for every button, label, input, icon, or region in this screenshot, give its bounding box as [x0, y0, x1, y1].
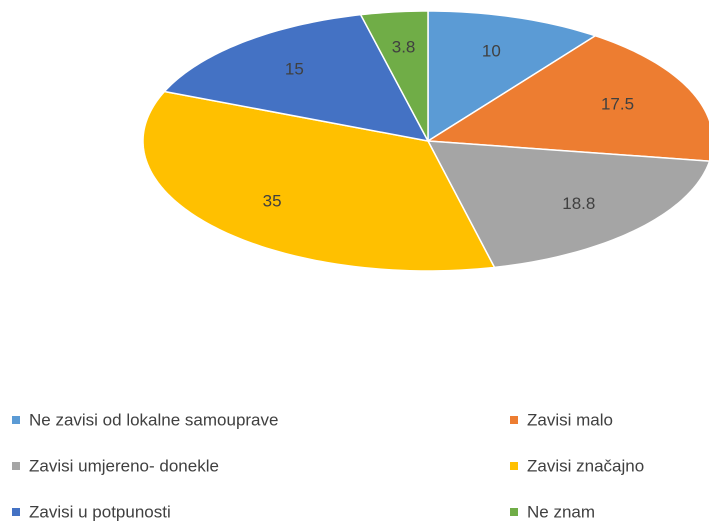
legend-swatch — [12, 416, 20, 424]
legend-swatch — [510, 508, 518, 516]
legend-label: Zavisi značajno — [527, 456, 644, 475]
pie-slice — [142, 90, 496, 272]
legend-label: Zavisi malo — [527, 410, 613, 429]
data-label: 17.5 — [601, 95, 634, 114]
legend-swatch — [12, 508, 20, 516]
data-label: 18.8 — [562, 194, 595, 213]
legend-label: Ne zavisi od lokalne samouprave — [29, 410, 278, 429]
data-label: 3.8 — [392, 38, 416, 57]
legend-swatch — [12, 462, 20, 470]
legend-label: Zavisi umjereno- donekle — [29, 456, 219, 475]
pie-slice — [163, 13, 430, 143]
data-label: 35 — [263, 191, 282, 210]
pie-slice — [425, 34, 709, 162]
data-label: 15 — [285, 59, 304, 78]
legend-label: Zavisi u potpunosti — [29, 502, 171, 521]
legend-label: Ne znam — [527, 502, 595, 521]
pie-slice — [426, 140, 709, 269]
legend-swatch — [510, 462, 518, 470]
data-label: 10 — [482, 41, 501, 60]
legend-swatch — [510, 416, 518, 424]
pie-slice — [427, 10, 598, 143]
pie-slice — [359, 10, 429, 142]
